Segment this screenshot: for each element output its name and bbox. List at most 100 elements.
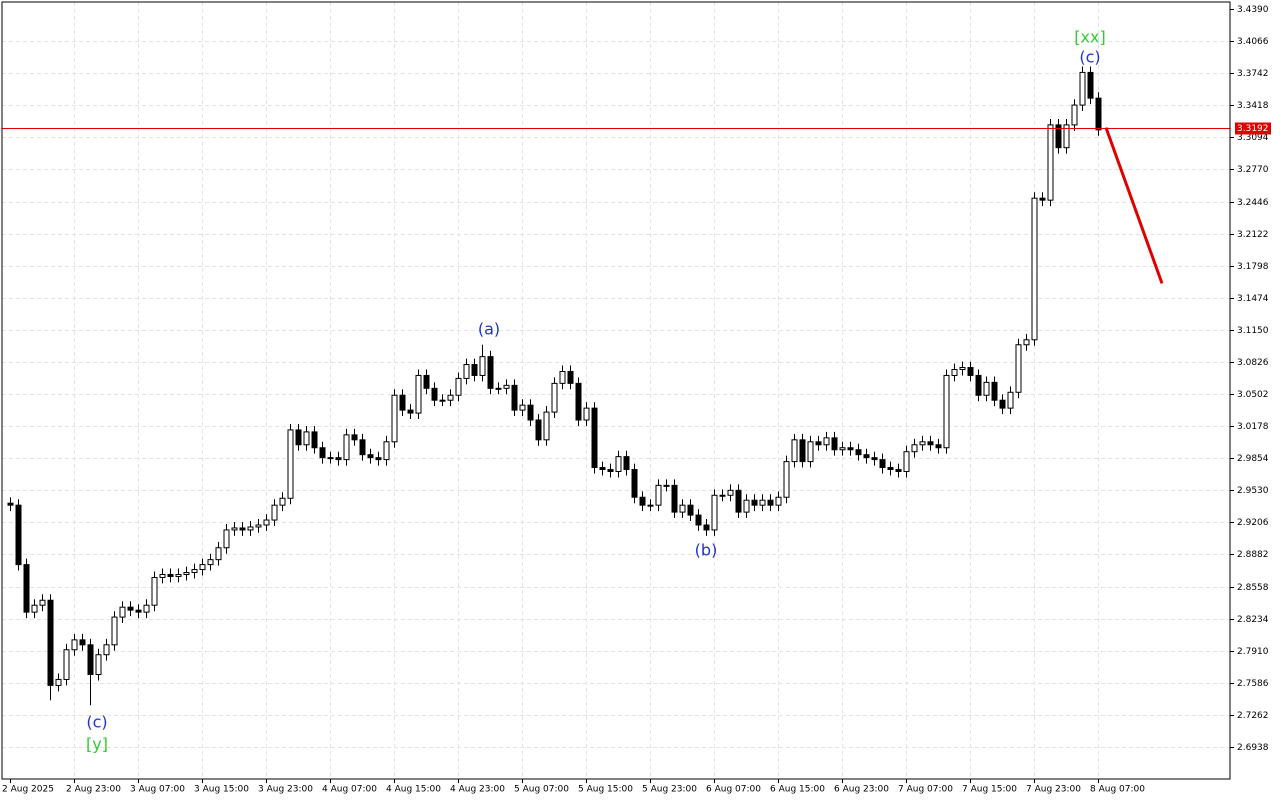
candle-body <box>351 434 358 441</box>
y-tick-label: 2.9854 <box>1237 454 1269 464</box>
wave-label: (c) <box>1079 48 1100 67</box>
candle-body <box>1015 344 1022 393</box>
candle-body <box>1063 124 1070 149</box>
candle-body <box>223 529 230 549</box>
candle-body <box>855 449 862 456</box>
y-tick-label: 2.7262 <box>1237 711 1269 721</box>
candle-body <box>103 644 110 656</box>
candle-body <box>615 456 622 473</box>
candle-body <box>631 469 638 498</box>
candle-body <box>287 429 294 499</box>
candle-body <box>583 407 590 421</box>
candle-body <box>1031 197 1038 341</box>
x-tick-label: 5 Aug 07:00 <box>514 785 569 795</box>
candle-body <box>983 381 990 396</box>
candle-body <box>671 484 678 513</box>
candle-body <box>95 654 102 676</box>
candle-body <box>391 394 398 443</box>
candle-body <box>127 606 134 611</box>
candle-body <box>183 572 190 576</box>
x-tick-label: 2 Aug 2025 <box>2 785 54 795</box>
y-tick-label: 2.9530 <box>1237 486 1269 496</box>
candle-body <box>263 519 270 526</box>
y-tick-label: 3.3742 <box>1237 69 1269 79</box>
candle-body <box>367 454 374 459</box>
x-tick-label: 4 Aug 07:00 <box>322 785 377 795</box>
y-tick-label: 3.3418 <box>1237 101 1269 111</box>
candle-body <box>743 499 750 513</box>
y-tick-label: 2.7910 <box>1237 647 1269 657</box>
candle-body <box>311 431 318 449</box>
candle-body <box>951 369 958 376</box>
candle-body <box>831 437 838 451</box>
candle-body <box>519 404 526 411</box>
x-tick-label: 3 Aug 07:00 <box>130 785 185 795</box>
candle-body <box>1055 124 1062 149</box>
candle-body <box>431 387 438 401</box>
candle-body <box>167 574 174 577</box>
candle-body <box>823 437 830 446</box>
y-tick-label: 3.0502 <box>1237 390 1269 400</box>
y-tick-label: 3.4066 <box>1237 37 1269 47</box>
candle-body <box>119 606 126 618</box>
candle-body <box>879 459 886 469</box>
candle-body <box>911 444 918 453</box>
candle-body <box>807 441 814 463</box>
candle-body <box>303 431 310 446</box>
candle-body <box>687 504 694 516</box>
candle-body <box>399 394 406 411</box>
candle-body <box>231 527 238 531</box>
x-tick-label: 4 Aug 23:00 <box>450 785 505 795</box>
x-tick-label: 3 Aug 23:00 <box>258 785 313 795</box>
candle-body <box>383 441 390 461</box>
candle-body <box>15 504 22 566</box>
x-tick-label: 5 Aug 23:00 <box>642 785 697 795</box>
candle-body <box>679 504 686 513</box>
candle-body <box>71 639 78 651</box>
candle-body <box>799 439 806 463</box>
candle-body <box>695 514 702 526</box>
candle-body <box>839 447 846 451</box>
y-tick-label: 2.8882 <box>1237 550 1269 560</box>
candle-body <box>575 382 582 421</box>
candle-body <box>895 469 902 473</box>
candle-body <box>471 364 478 376</box>
wave-label: (c) <box>86 713 107 732</box>
x-tick-label: 6 Aug 15:00 <box>770 785 825 795</box>
candle-body <box>143 604 150 613</box>
candle-body <box>247 526 254 531</box>
candle-body <box>239 527 246 531</box>
candle-body <box>735 489 742 513</box>
candle-body <box>1007 391 1014 409</box>
candle-body <box>495 387 502 390</box>
wave-label: [xx] <box>1074 28 1105 47</box>
grid <box>2 2 1230 779</box>
candle-body <box>359 439 366 456</box>
y-tick-label: 3.1474 <box>1237 294 1269 304</box>
candle-body <box>663 484 670 487</box>
candle-body <box>623 456 630 471</box>
candle-body <box>111 616 118 646</box>
candle-body <box>815 441 822 446</box>
candle-body <box>767 499 774 506</box>
candle-body <box>791 439 798 463</box>
plot-frame <box>1 1 1231 780</box>
candles <box>7 66 1102 706</box>
y-tick-label: 3.2770 <box>1237 165 1269 175</box>
candle-body <box>199 564 206 571</box>
x-tick-label: 4 Aug 15:00 <box>386 785 441 795</box>
wave-label: (b) <box>695 541 718 560</box>
candle-body <box>79 639 86 646</box>
candle-body <box>407 409 414 414</box>
candle-body <box>1079 71 1086 106</box>
candle-body <box>23 564 30 613</box>
candle-body <box>887 467 894 471</box>
candle-body <box>327 457 334 460</box>
candle-body <box>607 469 614 473</box>
candle-body <box>487 356 494 389</box>
y-tick-label: 2.6938 <box>1237 743 1269 753</box>
y-tick-label: 3.4390 <box>1237 5 1269 15</box>
candle-body <box>783 461 790 498</box>
